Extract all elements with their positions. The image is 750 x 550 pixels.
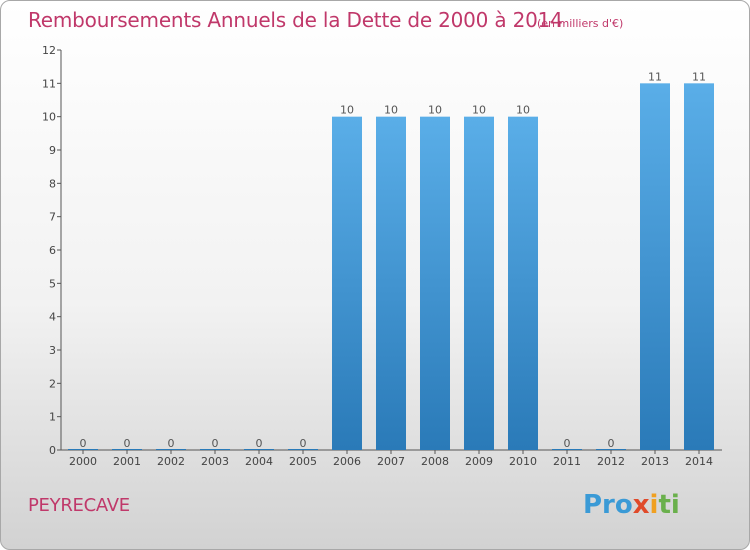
y-tick-label: 1 (49, 411, 56, 424)
data-label: 10 (472, 104, 486, 117)
proxiti-logo: Proxiti (583, 490, 680, 520)
y-tick-label: 12 (42, 44, 56, 57)
x-tick-label: 2010 (509, 455, 537, 468)
chart-unit: (en milliers d'€) (537, 17, 624, 30)
data-label: 0 (80, 437, 87, 450)
data-label: 11 (648, 70, 662, 83)
y-tick-label: 10 (42, 111, 56, 124)
data-label: 10 (428, 104, 442, 117)
x-tick-label: 2012 (597, 455, 625, 468)
x-tick-label: 2002 (157, 455, 185, 468)
bar (376, 116, 406, 451)
chart-title: Remboursements Annuels de la Dette de 20… (28, 8, 563, 32)
bar (508, 116, 538, 451)
x-tick-label: 2013 (641, 455, 669, 468)
x-tick-label: 2006 (333, 455, 361, 468)
x-tick-label: 2014 (685, 455, 713, 468)
y-tick-label: 4 (49, 311, 56, 324)
bar (640, 83, 670, 450)
x-tick-label: 2000 (69, 455, 97, 468)
x-tick-label: 2011 (553, 455, 581, 468)
data-label: 0 (300, 437, 307, 450)
y-tick-label: 0 (49, 444, 56, 457)
chart-bars (68, 83, 714, 451)
bar (332, 116, 362, 451)
x-tick-label: 2001 (113, 455, 141, 468)
y-tick-label: 11 (42, 77, 56, 90)
x-tick-label: 2009 (465, 455, 493, 468)
y-tick-label: 8 (49, 177, 56, 190)
logo-part: ti (658, 490, 680, 520)
y-tick-label: 2 (49, 377, 56, 390)
data-label: 10 (384, 104, 398, 117)
logo-part: x (632, 490, 650, 520)
y-tick-label: 6 (49, 244, 56, 257)
data-label: 10 (516, 104, 530, 117)
y-tick-label: 9 (49, 144, 56, 157)
x-tick-label: 2007 (377, 455, 405, 468)
data-label: 11 (692, 70, 706, 83)
data-label: 0 (168, 437, 175, 450)
y-tick-label: 3 (49, 344, 56, 357)
data-label: 0 (256, 437, 263, 450)
logo-part: i (649, 490, 659, 520)
chart-labels: 2000 0 2001 0 2002 0 2003 0 2004 0 2005 0 2006 10 2007… (69, 70, 713, 468)
commune-name: PEYRECAVE (28, 495, 130, 516)
y-tick-label: 7 (49, 211, 56, 224)
x-tick-label: 2004 (245, 455, 273, 468)
data-label: 10 (340, 104, 354, 117)
data-label: 0 (212, 437, 219, 450)
x-tick-label: 2003 (201, 455, 229, 468)
bar (684, 83, 714, 450)
data-label: 0 (608, 437, 615, 450)
x-tick-label: 2005 (289, 455, 317, 468)
bar (464, 116, 494, 451)
y-tick-label: 5 (49, 277, 56, 290)
data-label: 0 (564, 437, 571, 450)
bar (420, 116, 450, 451)
logo-part: Pro (583, 490, 633, 520)
x-tick-label: 2008 (421, 455, 449, 468)
data-label: 0 (124, 437, 131, 450)
